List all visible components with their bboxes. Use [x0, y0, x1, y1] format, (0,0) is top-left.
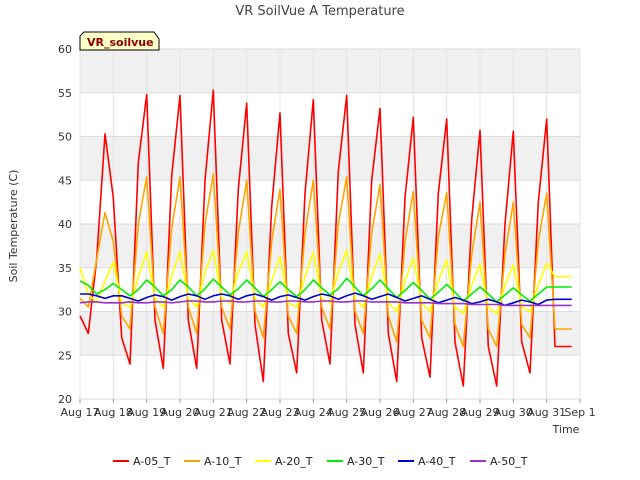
x-tick-label: Aug 17: [61, 406, 100, 419]
x-axis-label: Time: [552, 423, 580, 436]
gridlines: [79, 48, 581, 400]
site-badge: VR_soilvue: [79, 31, 160, 51]
plot-band: [80, 49, 580, 93]
legend-label: A-40_T: [418, 455, 456, 468]
x-tick-label: Aug 29: [461, 406, 500, 419]
x-tick-label: Aug 18: [94, 406, 133, 419]
y-axis-label: Soil Temperature (C): [7, 170, 20, 283]
y-tick-label: 25: [58, 349, 72, 362]
x-tick-label: Aug 25: [327, 406, 366, 419]
series-lines: [79, 89, 572, 387]
y-tick-label: 30: [58, 306, 72, 319]
series-line-a-05-t: [79, 89, 572, 387]
site-badge-box: [79, 31, 160, 51]
x-tick-label: Aug 31: [527, 406, 566, 419]
y-tick-label: 60: [58, 43, 72, 56]
x-tick-label: Aug 22: [227, 406, 266, 419]
legend-label: A-05_T: [133, 455, 171, 468]
legend-label: A-20_T: [275, 455, 313, 468]
x-tick-label: Aug 20: [161, 406, 200, 419]
x-tick-label: Aug 23: [261, 406, 300, 419]
x-tick-label: Aug 24: [294, 406, 333, 419]
series-line-a-50-t: [79, 300, 572, 307]
x-tick-label: Sep 1: [564, 406, 595, 419]
x-tick-label: Aug 28: [427, 406, 466, 419]
y-tick-label: 20: [58, 393, 72, 406]
site-badge-label: VR_soilvue: [87, 36, 154, 49]
series-line-a-30-t: [79, 277, 572, 303]
y-tick-label: 50: [58, 131, 72, 144]
y-tick-label: 35: [58, 262, 72, 275]
x-tick-label: Aug 19: [127, 406, 166, 419]
legend-label: A-30_T: [347, 455, 385, 468]
series-line-a-10-t: [79, 173, 572, 348]
plot-band: [80, 136, 580, 181]
y-tick-label: 45: [58, 174, 72, 187]
legend: A-05_T A-10_T A-20_T A-30_T A-40_T A-50_T: [113, 455, 528, 468]
y-tick-label: 55: [58, 87, 72, 100]
y-tick-label: 40: [58, 218, 72, 231]
x-tick-label: Aug 21: [194, 406, 233, 419]
legend-label: A-50_T: [490, 455, 528, 468]
y-axis-ticks: 20 25 30 35 40 45 50 55 60: [58, 43, 72, 406]
series-line-a-40-t: [80, 292, 572, 307]
plot-band: [80, 224, 580, 268]
x-tick-label: Aug 27: [394, 406, 433, 419]
legend-label: A-10_T: [204, 455, 242, 468]
chart-title: VR SoilVue A Temperature: [235, 4, 404, 19]
x-tick-label: Aug 26: [361, 406, 400, 419]
x-tick-label: Aug 30: [494, 406, 533, 419]
